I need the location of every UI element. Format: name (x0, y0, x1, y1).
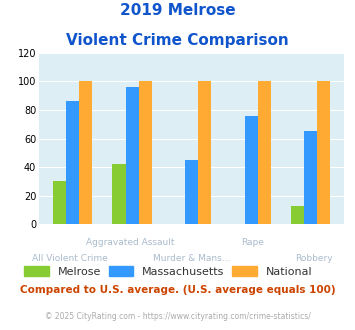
Text: Aggravated Assault: Aggravated Assault (86, 238, 175, 247)
Bar (245, 116, 258, 224)
Bar (258, 82, 271, 224)
Text: Murder & Mans...: Murder & Mans... (153, 254, 230, 263)
Bar (53, 182, 66, 224)
Text: © 2025 CityRating.com - https://www.cityrating.com/crime-statistics/: © 2025 CityRating.com - https://www.city… (45, 312, 310, 321)
Text: Robbery: Robbery (295, 254, 333, 263)
Bar (198, 82, 211, 224)
Bar (66, 101, 79, 224)
Bar (185, 160, 198, 224)
Text: Compared to U.S. average. (U.S. average equals 100): Compared to U.S. average. (U.S. average … (20, 285, 335, 295)
Text: Rape: Rape (241, 238, 264, 247)
Text: All Violent Crime: All Violent Crime (32, 254, 108, 263)
Text: 2019 Melrose: 2019 Melrose (120, 3, 235, 18)
Bar (126, 87, 139, 224)
Bar (317, 82, 331, 224)
Legend: Melrose, Massachusetts, National: Melrose, Massachusetts, National (20, 261, 317, 281)
Bar (291, 206, 304, 224)
Bar (79, 82, 92, 224)
Bar (304, 131, 317, 224)
Bar (139, 82, 152, 224)
Text: Violent Crime Comparison: Violent Crime Comparison (66, 33, 289, 48)
Bar (113, 164, 126, 224)
